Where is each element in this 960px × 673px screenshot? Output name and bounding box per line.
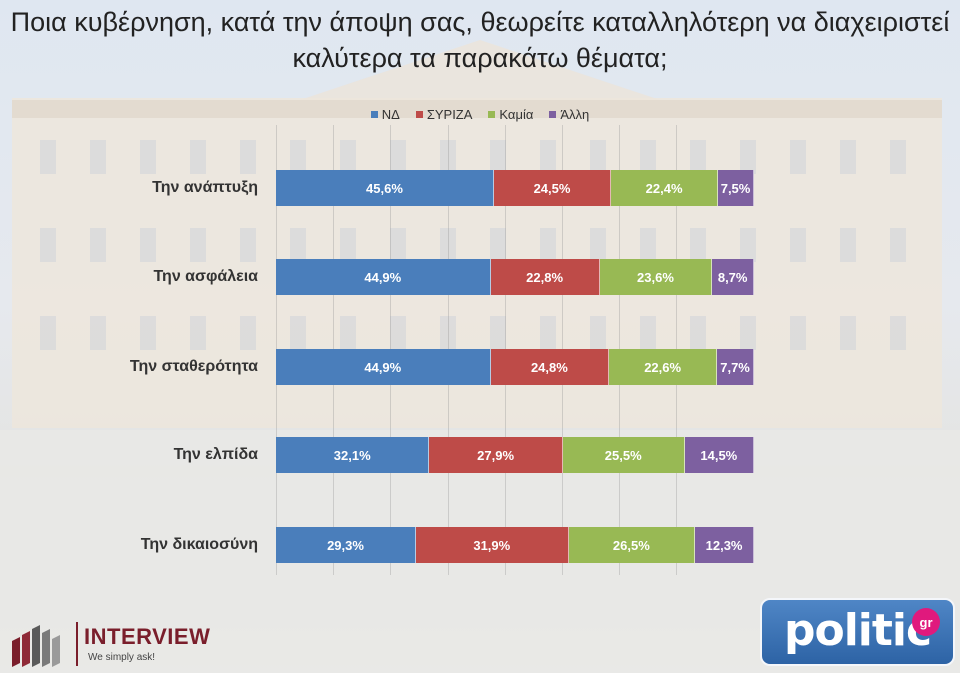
bar-segment: 22,6% [609,349,718,385]
interview-divider [76,622,78,666]
data-label: 22,6% [644,359,682,375]
politic-word: politic [784,605,932,656]
bar-segment: 8,7% [712,259,754,295]
legend-swatch [549,110,557,118]
legend-swatch [415,110,423,118]
data-label: 23,6% [637,269,674,285]
bar-segment: 26,5% [568,527,696,563]
data-label: 24,8% [530,359,568,375]
politic-logo: politic gr [760,598,955,666]
bar-segment: 44,9% [276,259,491,295]
data-label: 22,8% [526,269,564,285]
interview-bars-icon [12,625,60,667]
data-label: 25,5% [604,447,642,463]
legend-item: Άλλη [549,106,589,122]
data-label: 14,5% [700,447,738,463]
data-label: 32,1% [333,447,371,463]
data-label: 27,9% [477,447,515,463]
data-label: 26,5% [612,537,650,553]
data-label: 8,7% [717,269,748,285]
category-label: Την ανάπτυξη [152,179,258,196]
bar-segment: 29,3% [276,527,417,563]
data-label: 24,5% [533,180,571,196]
legend-item: ΝΔ [370,106,400,122]
bar-segment: 44,9% [276,349,491,385]
bar-segment: 25,5% [562,437,685,473]
bar-row: 44,9% 24,8% 22,6% 7,7% [276,349,754,385]
bar-segment: 31,9% [416,527,569,563]
interview-name: INTERVIEW [84,624,211,649]
bar-row: 29,3% 31,9% 26,5% 12,3% [276,527,754,563]
legend-swatch [370,110,378,118]
data-label: 44,9% [364,359,402,375]
data-label: 44,9% [364,269,402,285]
data-label: 22,4% [645,180,683,196]
bar-segment: 27,9% [429,437,563,473]
legend-label: ΝΔ [381,106,400,122]
category-label: Την ελπίδα [173,446,258,463]
legend-label: Άλλη [560,106,590,122]
data-label: 7,7% [720,359,750,375]
bar-segment: 23,6% [599,259,713,295]
bar-segment: 12,3% [695,527,754,563]
bar-segment: 7,5% [718,170,754,206]
bar-segment: 24,8% [490,349,610,385]
interview-logo: INTERVIEW We simply ask! [12,620,242,670]
bar-row: 44,9% 22,8% 23,6% 8,7% [276,259,754,295]
bar-segment: 14,5% [684,437,754,473]
legend-item: ΣΥΡΙΖΑ [415,106,473,122]
data-label: 45,6% [366,180,403,196]
bar-segment: 24,5% [493,170,612,206]
politic-gr-badge: gr [912,608,940,636]
category-label: Την δικαιοσύνη [140,536,258,553]
bar-segment: 7,7% [717,349,754,385]
bar-row: 32,1% 27,9% 25,5% 14,5% [276,437,754,473]
data-label: 7,5% [720,180,751,196]
category-label: Την ασφάλεια [153,268,258,285]
chart-title: Ποια κυβέρνηση, κατά την άποψη σας, θεωρ… [10,7,950,73]
legend-item: Καμία [488,106,533,122]
legend-swatch [488,110,496,118]
chart-plot-area: Την ανάπτυξη 45,6% 24,5% 22,4% 7,5% Την ασφάλ… [130,125,960,575]
bar-segment: 22,8% [490,259,600,295]
bar-row: 45,6% 24,5% 22,4% 7,5% [276,170,754,206]
interview-tagline: We simply ask! [88,652,156,663]
data-label: 12,3% [705,537,743,553]
legend-label: ΣΥΡΙΖΑ [426,106,473,122]
legend-label: Καμία [499,106,534,122]
data-label: 29,3% [327,537,364,553]
data-label: 31,9% [473,537,511,553]
chart-legend: ΝΔ ΣΥΡΙΖΑ Καμία Άλλη [0,106,960,122]
bar-segment: 22,4% [611,170,719,206]
bar-segment: 32,1% [276,437,430,473]
category-label: Την σταθερότητα [129,358,258,375]
bar-segment: 45,6% [276,170,494,206]
